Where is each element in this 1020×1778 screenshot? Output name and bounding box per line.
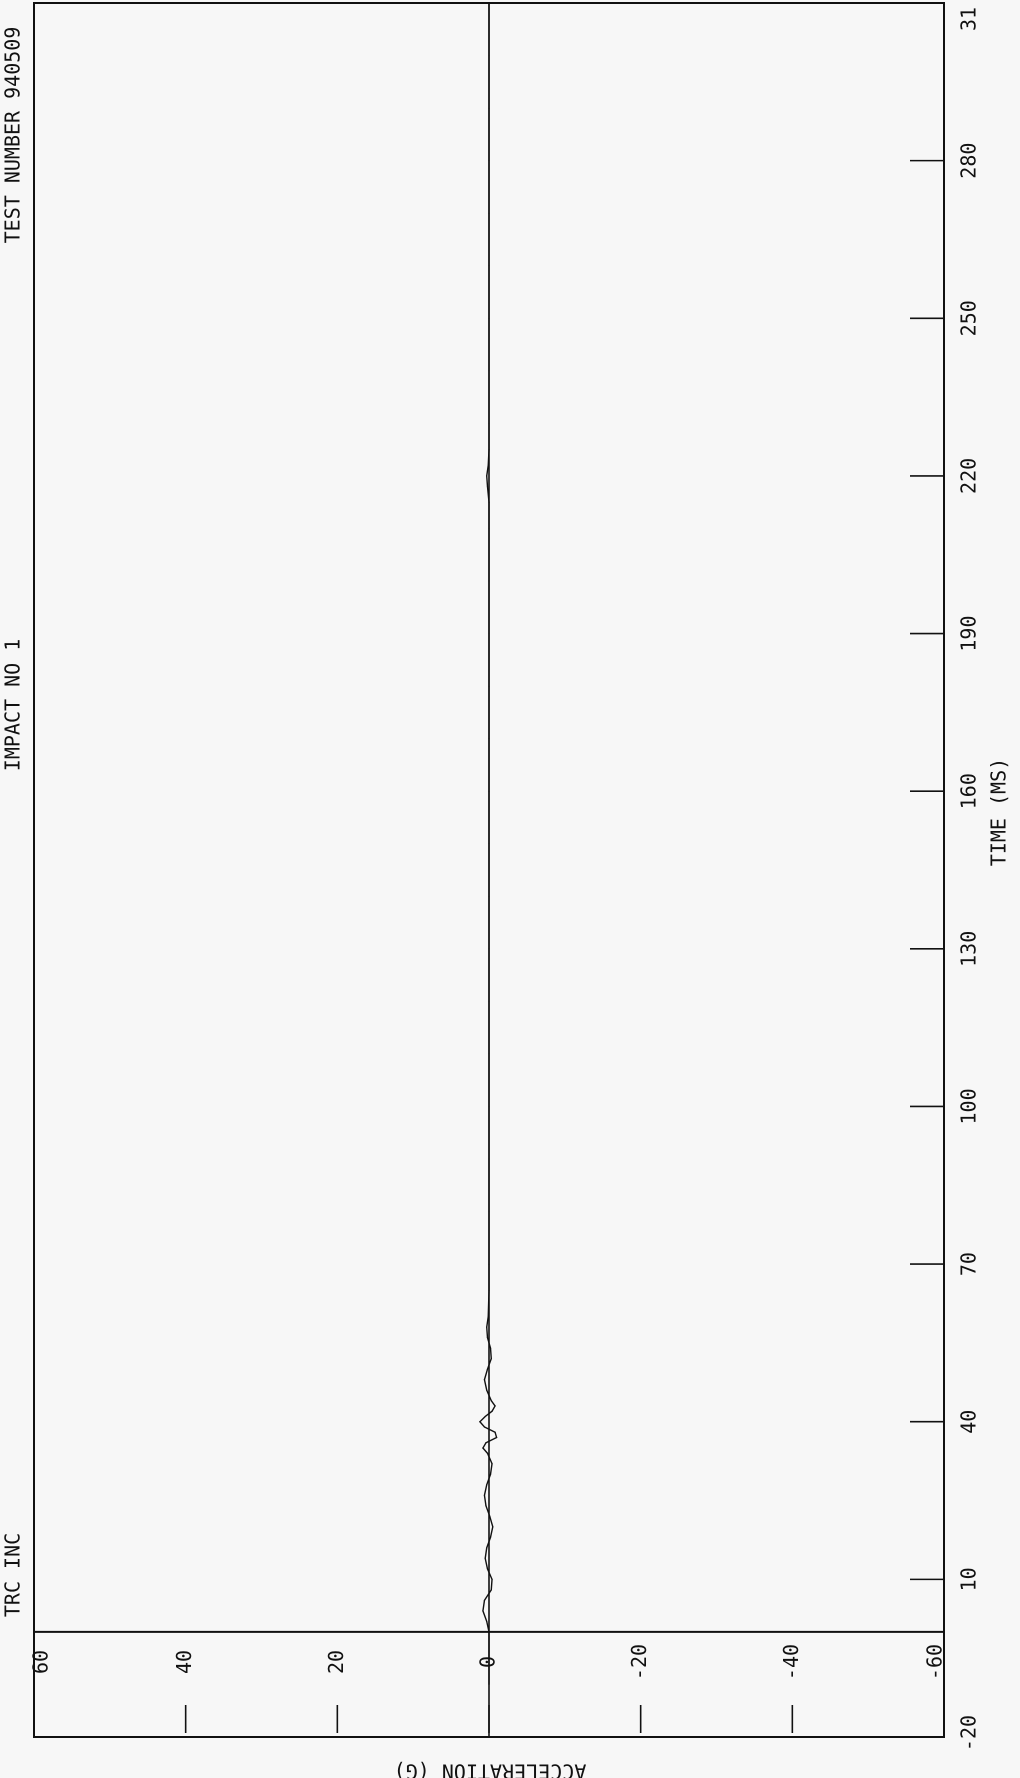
time-tick-label: 10 (957, 1567, 981, 1591)
data-point (483, 1494, 486, 1496)
acceleration-axis-title: ACCELERATION (G) (394, 1760, 587, 1778)
data-point (488, 1210, 490, 1213)
data-point (486, 1452, 489, 1454)
accel-tick-label: -20 (627, 1644, 651, 1680)
data-point (488, 1263, 490, 1265)
data-point (483, 1426, 486, 1428)
accel-tick-label: 0 (476, 1656, 500, 1668)
data-point (488, 1000, 490, 1002)
data-point (488, 632, 490, 635)
time-tick-label: 31 (957, 7, 981, 31)
time-tick-label: 280 (957, 143, 981, 179)
time-tick-label: 250 (957, 300, 981, 336)
data-point (486, 1389, 488, 1391)
data-point (488, 422, 490, 424)
data-point (488, 843, 490, 845)
data-point (488, 790, 490, 792)
data-point (486, 1484, 488, 1486)
data-point (488, 54, 490, 57)
data-point (482, 1447, 484, 1449)
data-point (488, 212, 490, 214)
data-point (491, 1463, 493, 1465)
data-point (488, 738, 490, 740)
data-point (488, 1631, 490, 1633)
data-point (488, 1289, 490, 1291)
data-point (486, 1547, 488, 1549)
data-point (487, 1316, 489, 1318)
data-point (489, 1536, 492, 1538)
impact-number-label: IMPACT NO 1 (1, 639, 25, 771)
data-point (486, 1368, 489, 1370)
test-number-label: TEST NUMBER 940509 (1, 27, 25, 244)
accel-tick-label: 20 (324, 1650, 348, 1674)
data-point (490, 1589, 492, 1591)
data-point (488, 107, 490, 109)
time-tick-label: 160 (957, 773, 981, 809)
data-point (484, 1557, 486, 1559)
data-point (492, 1526, 494, 1528)
data-point (486, 485, 489, 488)
data-point (486, 1620, 488, 1622)
data-point (488, 265, 490, 267)
data-point (489, 1473, 492, 1475)
data-point (488, 2, 490, 4)
data-point (488, 1158, 490, 1160)
time-tick-label: 220 (957, 458, 981, 494)
time-tick-label: 70 (957, 1252, 981, 1276)
data-point (488, 1683, 490, 1686)
data-point (486, 1337, 489, 1339)
data-point (484, 1415, 486, 1418)
data-point (489, 1515, 491, 1517)
data-point (488, 501, 490, 503)
data-point (479, 1421, 481, 1423)
data-point (485, 1442, 487, 1444)
accel-tick-label: -40 (779, 1644, 803, 1680)
data-point (487, 464, 489, 466)
data-point (489, 1347, 492, 1349)
data-point (486, 475, 488, 477)
data-point (488, 895, 490, 897)
data-point (491, 1578, 493, 1580)
data-point (491, 1410, 493, 1412)
data-point (488, 1105, 490, 1108)
time-axis-title: TIME (MS) (987, 758, 1011, 866)
data-point (488, 370, 490, 372)
data-point (488, 685, 490, 687)
time-tick-label: 100 (957, 1088, 981, 1124)
data-point (488, 317, 490, 319)
time-tick-label: 40 (957, 1410, 981, 1434)
time-tick-label: -20 (957, 1715, 981, 1751)
header-left-label: TRC INC (1, 1533, 25, 1617)
data-point (486, 1326, 488, 1328)
data-point (488, 948, 490, 950)
data-point (483, 1379, 486, 1381)
data-point (488, 1053, 490, 1055)
time-tick-label: 190 (957, 615, 981, 651)
accel-tick-label: 40 (172, 1650, 196, 1674)
data-point (490, 1358, 492, 1360)
data-point (494, 1431, 496, 1433)
data-point (483, 1599, 486, 1601)
data-point (494, 1405, 496, 1407)
data-point (490, 1400, 492, 1402)
data-point (488, 527, 490, 530)
data-point (488, 160, 490, 162)
accel-tick-label: 60 (29, 1650, 53, 1674)
accel-tick-label: -60 (923, 1644, 947, 1680)
data-point (485, 1505, 487, 1507)
data-point (486, 1568, 489, 1570)
data-point (482, 1610, 484, 1612)
time-tick-label: 130 (957, 931, 981, 967)
data-point (488, 449, 490, 451)
data-point (488, 580, 490, 582)
data-point (495, 1436, 498, 1439)
